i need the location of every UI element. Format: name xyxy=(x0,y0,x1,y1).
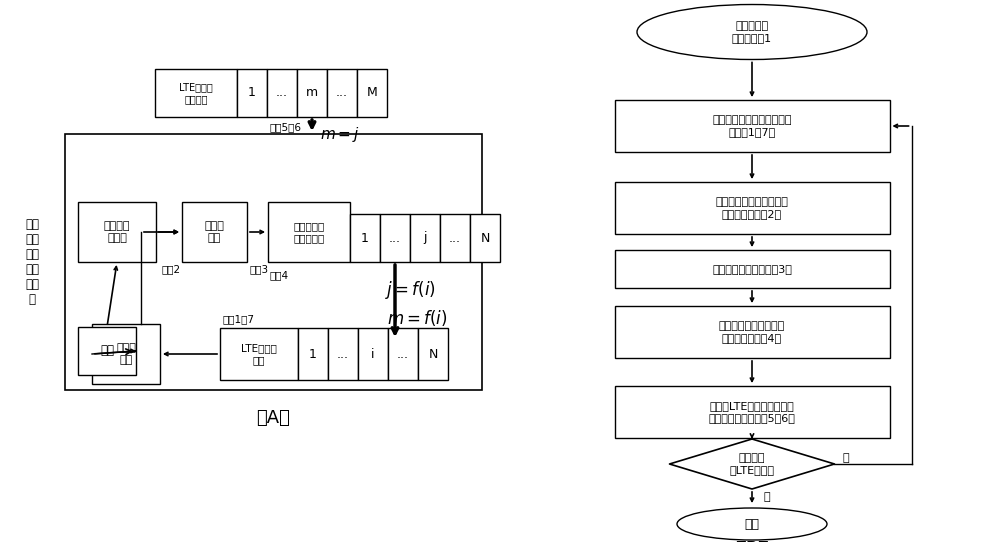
Text: 时延: 时延 xyxy=(100,345,114,358)
Text: 绝对负
载値: 绝对负 载値 xyxy=(116,343,136,365)
Text: $m=f(i)$: $m=f(i)$ xyxy=(387,308,447,328)
Text: 计算资源重
排序队列表: 计算资源重 排序队列表 xyxy=(293,221,325,243)
Text: N: N xyxy=(428,347,438,360)
Bar xyxy=(78,327,136,375)
Bar xyxy=(327,69,357,117)
Text: 否: 否 xyxy=(842,453,849,463)
Text: （B）: （B） xyxy=(735,540,769,542)
Text: 系统启动初
始化：步骤1: 系统启动初 始化：步骤1 xyxy=(732,21,772,43)
Bar xyxy=(614,100,890,152)
Bar xyxy=(614,306,890,358)
Text: 负载加权
系数表: 负载加权 系数表 xyxy=(104,221,130,243)
Bar xyxy=(182,202,247,262)
Bar xyxy=(614,250,890,288)
Bar xyxy=(440,214,470,262)
Bar xyxy=(410,214,440,262)
Text: 是: 是 xyxy=(764,492,771,502)
Bar xyxy=(328,328,358,380)
Text: m: m xyxy=(306,87,318,100)
Bar xyxy=(65,134,482,390)
Ellipse shape xyxy=(677,508,827,540)
Bar xyxy=(418,328,448,380)
Bar xyxy=(267,69,297,117)
Text: 是否分配
完LTE组件？: 是否分配 完LTE组件？ xyxy=(730,453,774,475)
Text: ...: ... xyxy=(449,231,461,244)
Text: ...: ... xyxy=(397,347,409,360)
Text: ...: ... xyxy=(337,347,349,360)
Text: 统计传输延时、更新负载
加权系数（步骤2）: 统计传输延时、更新负载 加权系数（步骤2） xyxy=(716,197,788,219)
Bar xyxy=(470,214,500,262)
Text: 依次把LTE组件分配给排序
后的计算资源（步骤5、6）: 依次把LTE组件分配给排序 后的计算资源（步骤5、6） xyxy=(709,401,795,423)
Bar xyxy=(78,202,156,262)
Text: ...: ... xyxy=(336,87,348,100)
Text: ...: ... xyxy=(389,231,401,244)
Text: j: j xyxy=(423,231,427,244)
Bar xyxy=(614,182,890,234)
Text: N: N xyxy=(480,231,490,244)
Bar xyxy=(92,324,160,384)
Text: 结束: 结束 xyxy=(744,518,760,531)
Bar xyxy=(614,386,890,438)
Bar xyxy=(358,328,388,380)
Bar xyxy=(350,214,380,262)
Bar xyxy=(155,69,237,117)
Text: 相对负
载値: 相对负 载値 xyxy=(205,221,224,243)
Text: 步骤1、7: 步骤1、7 xyxy=(222,314,254,324)
Bar xyxy=(268,202,350,262)
Text: M: M xyxy=(367,87,377,100)
Bar xyxy=(297,69,327,117)
Text: 1: 1 xyxy=(309,347,317,360)
Text: 按相对负载値升序排列
计算资源（步骤4）: 按相对负载値升序排列 计算资源（步骤4） xyxy=(719,321,785,343)
Text: 步骤2: 步骤2 xyxy=(161,264,180,274)
Text: $j = f(i)$: $j = f(i)$ xyxy=(385,279,435,301)
Text: $m = j$: $m = j$ xyxy=(320,126,360,145)
Text: 步骤5、6: 步骤5、6 xyxy=(270,122,302,132)
Ellipse shape xyxy=(637,4,867,60)
Text: LTE计算资
源池: LTE计算资 源池 xyxy=(241,343,277,365)
Bar xyxy=(237,69,267,117)
Text: 步骤4: 步骤4 xyxy=(270,270,289,280)
Text: i: i xyxy=(371,347,375,360)
Text: 计算相对负载値（步骤3）: 计算相对负载値（步骤3） xyxy=(712,264,792,274)
Text: （A）: （A） xyxy=(257,409,290,427)
Text: LTE组件队
列存储器: LTE组件队 列存储器 xyxy=(179,82,213,104)
Text: 计算资源池反馈绝对负载値
（步骤1、7）: 计算资源池反馈绝对负载値 （步骤1、7） xyxy=(712,115,792,137)
Text: 1: 1 xyxy=(248,87,256,100)
Bar xyxy=(380,214,410,262)
Bar xyxy=(388,328,418,380)
Bar xyxy=(298,328,328,380)
Text: 基于
负载
均衡
的调
度单
元: 基于 负载 均衡 的调 度单 元 xyxy=(25,218,39,306)
Bar xyxy=(357,69,387,117)
Bar xyxy=(220,328,298,380)
Text: 1: 1 xyxy=(361,231,369,244)
Text: ...: ... xyxy=(276,87,288,100)
Polygon shape xyxy=(669,439,834,489)
Text: 步骤3: 步骤3 xyxy=(250,264,269,274)
